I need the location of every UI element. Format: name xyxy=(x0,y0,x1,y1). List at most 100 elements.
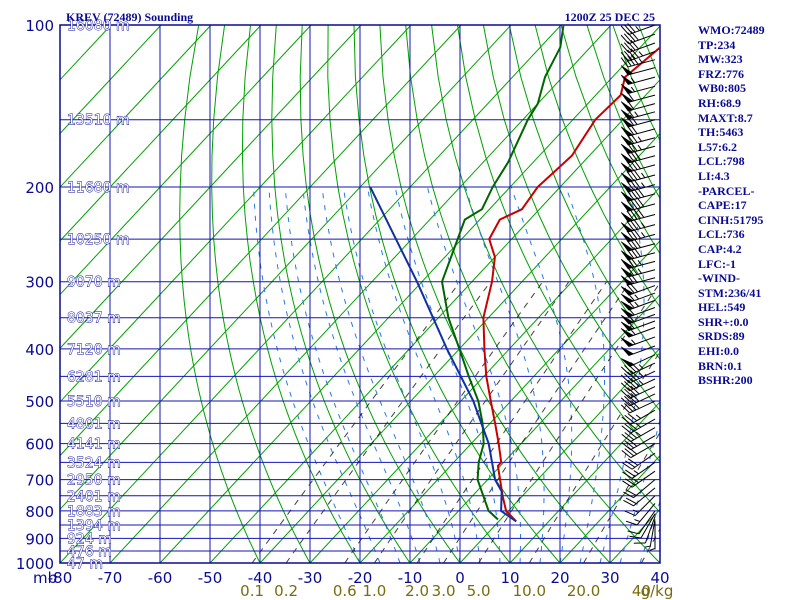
wind-barb-pennant xyxy=(620,337,635,347)
wind-barb-staff xyxy=(640,513,656,539)
wind-barb-feather xyxy=(629,179,638,190)
wind-barb-staff xyxy=(634,495,656,516)
wind-barb xyxy=(644,519,656,548)
height-label: 7120 m xyxy=(67,342,121,358)
wind-barb-feather xyxy=(627,379,637,389)
wind-barb-feather xyxy=(630,378,640,387)
wind-barb-feather xyxy=(627,413,638,422)
pressure-tick-label: 700 xyxy=(25,472,54,490)
parcel-trace xyxy=(369,186,517,523)
wind-barb-feather xyxy=(623,33,633,43)
wind-barb-feather xyxy=(637,144,642,151)
wind-barb-feather xyxy=(634,294,639,300)
wind-barb-pennant xyxy=(620,286,635,296)
wind-barb-feather xyxy=(629,189,638,199)
wind-barb-pennant xyxy=(620,101,634,112)
temperature-tick-label: -80 xyxy=(48,569,73,587)
wind-barb-feather xyxy=(625,497,637,505)
wind-barb-feather xyxy=(632,509,639,513)
chart-title: KREV (72489) Sounding xyxy=(66,10,193,24)
stat-item: MAXT:8.7 xyxy=(698,110,753,125)
isotherm-line xyxy=(509,401,660,563)
wind-barb-feather xyxy=(638,364,644,369)
wind-barb-pennant xyxy=(620,308,635,318)
wind-barb-feather xyxy=(634,111,639,117)
wind-barb xyxy=(620,319,656,332)
stat-item: CAP:4.2 xyxy=(698,241,742,256)
wind-barb-feather xyxy=(630,400,640,409)
isotherm-line xyxy=(60,25,212,188)
wind-barb xyxy=(620,197,656,212)
wind-barb-feather xyxy=(622,471,633,479)
wind-barb xyxy=(620,312,656,325)
height-label: 47 m xyxy=(67,556,103,572)
wind-barb-feather xyxy=(630,392,640,402)
wind-barb-feather xyxy=(626,142,635,153)
wind-barb xyxy=(623,487,656,507)
wind-barb-feather xyxy=(626,291,635,301)
profile-traces xyxy=(369,25,660,523)
wind-barb-feather xyxy=(625,520,638,526)
wind-barb-feather xyxy=(620,374,630,384)
wind-barb-feather xyxy=(625,469,636,477)
wind-barb-feather xyxy=(629,256,638,267)
wind-barb-feather xyxy=(641,182,646,188)
pressure-tick-label: 600 xyxy=(25,436,54,454)
dewpoint-trace xyxy=(441,25,565,521)
isotherm-line xyxy=(459,347,660,563)
pressure-tick-label: 100 xyxy=(25,17,54,35)
height-label: 476 m xyxy=(67,544,112,560)
wind-barb-feather xyxy=(629,219,638,230)
wind-barb-feather xyxy=(626,133,635,144)
wind-barb-feather xyxy=(622,462,633,470)
wind-barb-feather xyxy=(624,395,634,405)
dry-adiabat-line xyxy=(431,25,660,514)
height-label: 1883 m xyxy=(67,504,121,520)
wind-barb-feather xyxy=(641,232,646,238)
wind-barb-feather xyxy=(624,365,634,374)
wind-barb xyxy=(620,362,656,376)
wind-barb-feather xyxy=(624,432,635,441)
wind-barb xyxy=(620,149,656,164)
wind-barb-feather xyxy=(633,470,639,475)
wind-barb-pennant xyxy=(621,358,635,367)
wind-barb-pennant xyxy=(620,109,634,120)
pressure-tick-label: 900 xyxy=(25,530,54,548)
wind-barb-feather xyxy=(633,208,641,219)
wind-barb xyxy=(620,228,656,243)
wind-barb-feather xyxy=(635,423,642,428)
wind-barb-feather xyxy=(626,210,635,221)
isotherm-line xyxy=(60,25,262,242)
wind-barb-feather xyxy=(626,239,635,250)
wind-barb-feather xyxy=(635,25,640,31)
wind-barb-feather xyxy=(629,141,638,152)
height-label: 6281 m xyxy=(67,369,121,385)
wind-barb xyxy=(620,114,656,128)
height-label: 2401 m xyxy=(67,489,121,505)
wind-barb-pennant xyxy=(620,92,634,103)
isotherm-line xyxy=(60,25,512,511)
wind-barb-feather xyxy=(629,150,638,161)
wind-barb-feather xyxy=(630,362,640,371)
wind-barb-feather xyxy=(620,57,629,68)
dry-adiabat-line xyxy=(327,25,511,563)
wind-barb-pennant xyxy=(620,241,634,252)
isotherm-line xyxy=(209,79,660,563)
wind-barb-feather xyxy=(630,385,640,395)
wind-barb-feather xyxy=(626,312,635,323)
wind-barb-feather xyxy=(629,114,638,125)
wind-barb-feather xyxy=(637,136,642,142)
wind-barb-pennant xyxy=(620,135,634,146)
wind-barb-feather xyxy=(638,51,644,57)
wind-barb-feather xyxy=(649,547,656,551)
wind-barb-feather xyxy=(624,414,635,423)
wind-barb-pennant xyxy=(620,65,634,76)
wind-barb-feather xyxy=(634,519,641,522)
wind-barb-feather xyxy=(630,54,639,65)
mixing-ratio-line xyxy=(373,281,570,563)
wind-barb-feather xyxy=(635,414,642,419)
wind-barb-feather xyxy=(637,260,642,266)
pressure-tick-label: 400 xyxy=(25,341,54,359)
